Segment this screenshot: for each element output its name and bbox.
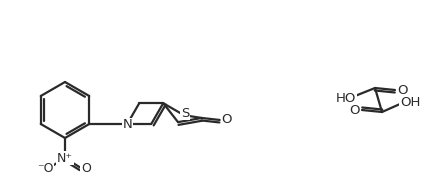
Text: O: O: [221, 114, 232, 127]
Text: ⁻O: ⁻O: [37, 162, 53, 176]
Text: O: O: [397, 83, 407, 96]
Text: OH: OH: [400, 96, 420, 108]
Text: N: N: [122, 118, 132, 131]
Text: O: O: [350, 104, 360, 117]
Text: HO: HO: [336, 92, 356, 105]
Text: N⁺: N⁺: [57, 152, 73, 164]
Text: S: S: [181, 107, 189, 120]
Text: O: O: [81, 162, 91, 176]
